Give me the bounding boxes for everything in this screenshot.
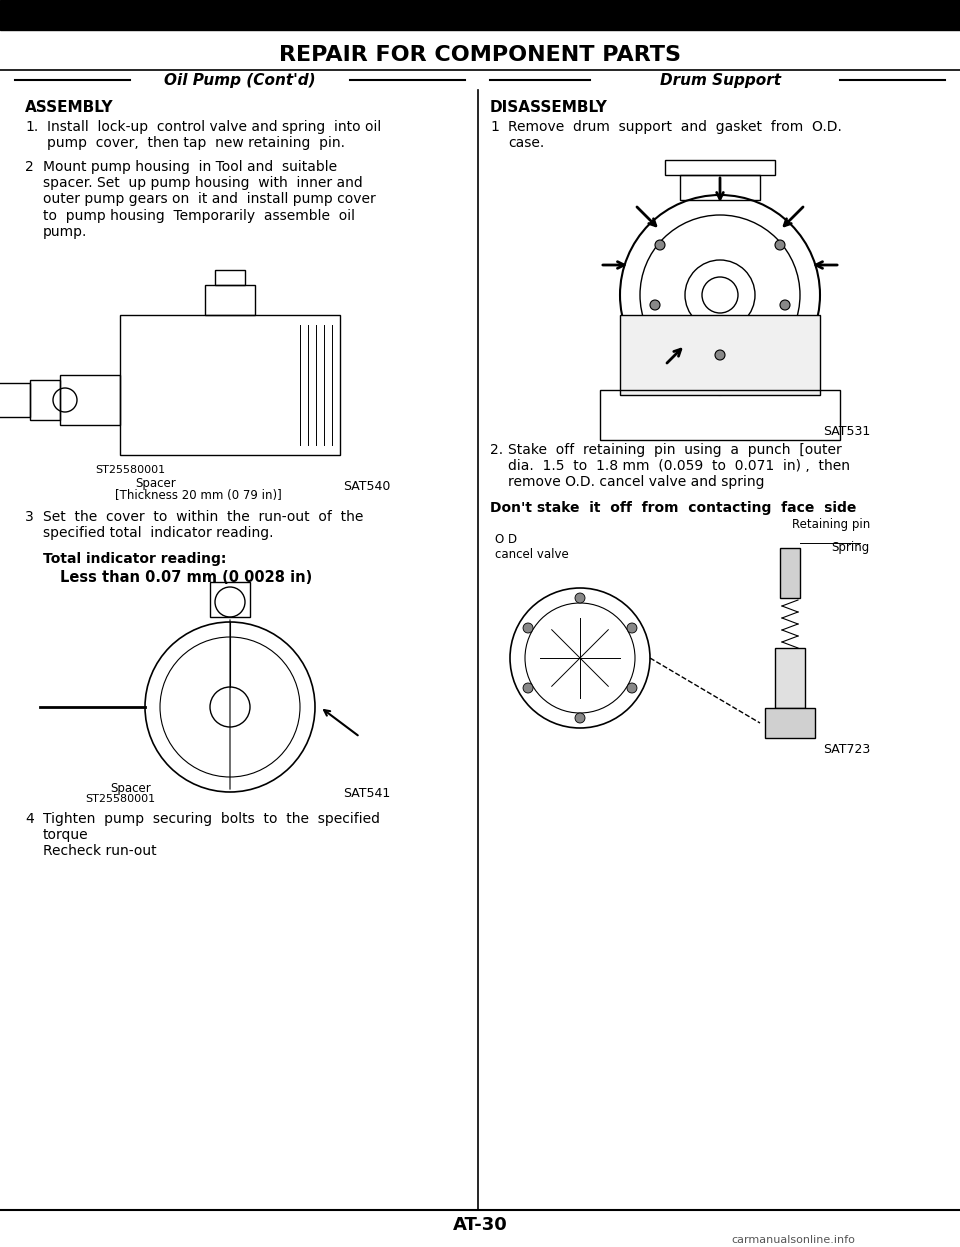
- Text: REPAIR FOR COMPONENT PARTS: REPAIR FOR COMPONENT PARTS: [279, 45, 681, 65]
- Text: Spacer: Spacer: [135, 478, 176, 490]
- Circle shape: [775, 239, 785, 249]
- Text: ASSEMBLY: ASSEMBLY: [25, 100, 113, 115]
- Text: Drum Support: Drum Support: [660, 72, 780, 87]
- Text: SAT531: SAT531: [823, 425, 870, 438]
- Circle shape: [575, 713, 585, 723]
- Bar: [780, 547, 800, 599]
- Bar: [30, 380, 60, 420]
- Text: SAT723: SAT723: [823, 743, 870, 756]
- Circle shape: [650, 301, 660, 311]
- Circle shape: [523, 624, 533, 633]
- Circle shape: [780, 301, 790, 311]
- Text: [Thickness 20 mm (0 79 in)]: [Thickness 20 mm (0 79 in)]: [115, 489, 281, 503]
- Text: DISASSEMBLY: DISASSEMBLY: [490, 100, 608, 115]
- Text: Tighten  pump  securing  bolts  to  the  specified
torque
Recheck run-out: Tighten pump securing bolts to the speci…: [43, 812, 380, 858]
- Text: 2.: 2.: [490, 443, 503, 456]
- Text: 3: 3: [25, 510, 34, 524]
- Bar: [40, 301, 420, 475]
- Bar: [210, 582, 250, 617]
- Text: Less than 0.07 mm (0 0028 in): Less than 0.07 mm (0 0028 in): [60, 570, 312, 585]
- Text: Retaining pin: Retaining pin: [792, 518, 870, 531]
- Bar: [0, 0, 960, 30]
- Circle shape: [627, 624, 637, 633]
- Text: SAT541: SAT541: [343, 787, 390, 801]
- Bar: [600, 390, 840, 440]
- Bar: [0, 383, 30, 416]
- Text: Install  lock-up  control valve and spring  into oil
pump  cover,  then tap  new: Install lock-up control valve and spring…: [47, 120, 381, 150]
- Text: 1: 1: [490, 120, 499, 133]
- Text: Oil Pump (Cont'd): Oil Pump (Cont'd): [164, 72, 316, 87]
- Circle shape: [575, 594, 585, 604]
- Text: Set  the  cover  to  within  the  run-out  of  the
specified total  indicator re: Set the cover to within the run-out of t…: [43, 510, 364, 540]
- Text: Don't stake  it  off  from  contacting  face  side: Don't stake it off from contacting face …: [490, 501, 856, 515]
- Text: SAT540: SAT540: [343, 480, 390, 493]
- Text: O D
cancel valve: O D cancel valve: [495, 532, 568, 561]
- Text: ST25580001: ST25580001: [95, 465, 165, 475]
- Bar: [60, 375, 120, 425]
- Bar: [215, 271, 245, 286]
- Text: AT-30: AT-30: [452, 1216, 508, 1235]
- Text: ST25580001: ST25580001: [85, 794, 156, 804]
- Text: Spring: Spring: [831, 541, 870, 554]
- Bar: [120, 315, 340, 455]
- Text: Mount pump housing  in Tool and  suitable
spacer. Set  up pump housing  with  in: Mount pump housing in Tool and suitable …: [43, 160, 375, 238]
- Circle shape: [627, 683, 637, 693]
- Bar: [765, 708, 815, 738]
- Circle shape: [655, 239, 665, 249]
- Bar: [775, 648, 805, 708]
- Text: Stake  off  retaining  pin  using  a  punch  [outer
dia.  1.5  to  1.8 mm  (0.05: Stake off retaining pin using a punch [o…: [508, 443, 850, 489]
- Text: 1.: 1.: [25, 120, 38, 133]
- Text: Spacer: Spacer: [110, 782, 151, 796]
- Bar: [680, 175, 760, 200]
- Text: Remove  drum  support  and  gasket  from  O.D.
case.: Remove drum support and gasket from O.D.…: [508, 120, 842, 150]
- Text: 4: 4: [25, 812, 34, 826]
- Circle shape: [715, 350, 725, 360]
- Bar: [620, 315, 820, 395]
- Bar: [205, 286, 255, 315]
- Text: 2: 2: [25, 160, 34, 175]
- Bar: [665, 160, 775, 175]
- Circle shape: [523, 683, 533, 693]
- Text: Total indicator reading:: Total indicator reading:: [43, 552, 227, 566]
- Text: carmanualsonline.info: carmanualsonline.info: [732, 1235, 855, 1245]
